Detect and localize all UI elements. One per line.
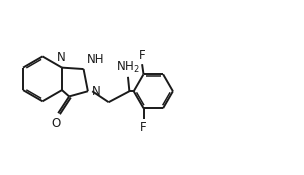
Text: N: N <box>57 51 65 64</box>
Text: N: N <box>92 85 100 98</box>
Text: F: F <box>140 121 147 134</box>
Text: NH: NH <box>87 53 105 66</box>
Text: F: F <box>139 50 145 62</box>
Text: O: O <box>51 117 60 130</box>
Text: NH$_2$: NH$_2$ <box>116 60 140 75</box>
